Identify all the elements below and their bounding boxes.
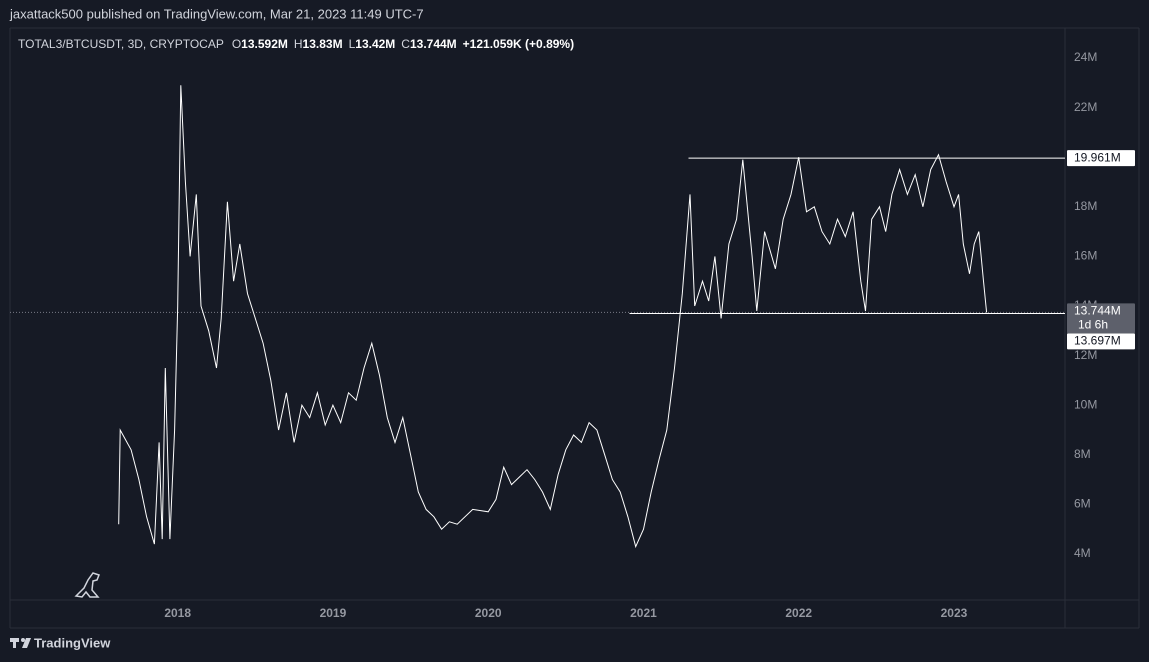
legend: TOTAL3/BTCUSDT, 3D, CRYPTOCAP O13.592M H13…: [18, 37, 574, 51]
legend-ohlc-value: 13.42M: [355, 37, 395, 51]
y-tick-label: 10M: [1074, 397, 1097, 411]
x-tick-label: 2023: [941, 606, 968, 620]
legend-symbol: TOTAL3/BTCUSDT, 3D, CRYPTOCAP: [18, 37, 224, 51]
footer-brand: TradingView: [34, 635, 111, 650]
legend-ohlc-value: 13.592M: [241, 37, 288, 51]
legend-ohlc-label: L: [349, 37, 356, 51]
level-label-box: [1067, 333, 1135, 350]
y-tick-label: 6M: [1074, 497, 1091, 511]
y-tick-label: 16M: [1074, 249, 1097, 263]
y-tick-label: 24M: [1074, 50, 1097, 64]
price-line: [118, 85, 988, 549]
level-label: 13.697M: [1074, 334, 1121, 348]
current-price-box: [1067, 303, 1135, 334]
current-countdown: 1d 6h: [1078, 318, 1108, 332]
current-price-label: 13.744M: [1074, 304, 1121, 318]
y-tick-label: 8M: [1074, 447, 1091, 461]
tv-logo: [10, 638, 31, 648]
level-label: 19.961M: [1074, 150, 1121, 164]
x-tick-label: 2020: [475, 606, 502, 620]
x-tick-label: 2022: [785, 606, 812, 620]
x-tick-label: 2021: [630, 606, 657, 620]
legend-ohlc-value: 13.744M: [410, 37, 457, 51]
y-tick-label: 4M: [1074, 546, 1091, 560]
legend-ohlc-label: H: [294, 37, 303, 51]
y-tick-label: 18M: [1074, 199, 1097, 213]
header: jaxattack500 published on TradingView.co…: [9, 6, 424, 21]
x-tick-label: 2019: [320, 606, 347, 620]
y-tick-label: 22M: [1074, 100, 1097, 114]
level-label-box: [1067, 150, 1135, 167]
y-tick-label: 12M: [1074, 348, 1097, 362]
legend-ohlc-value: 13.83M: [303, 37, 343, 51]
x-tick-label: 2018: [164, 606, 191, 620]
legend-ohlc-label: C: [401, 37, 410, 51]
legend-change: +121.059K (+0.89%): [463, 37, 574, 51]
legend-ohlc-label: O: [232, 37, 241, 51]
dino-icon: [74, 572, 100, 598]
